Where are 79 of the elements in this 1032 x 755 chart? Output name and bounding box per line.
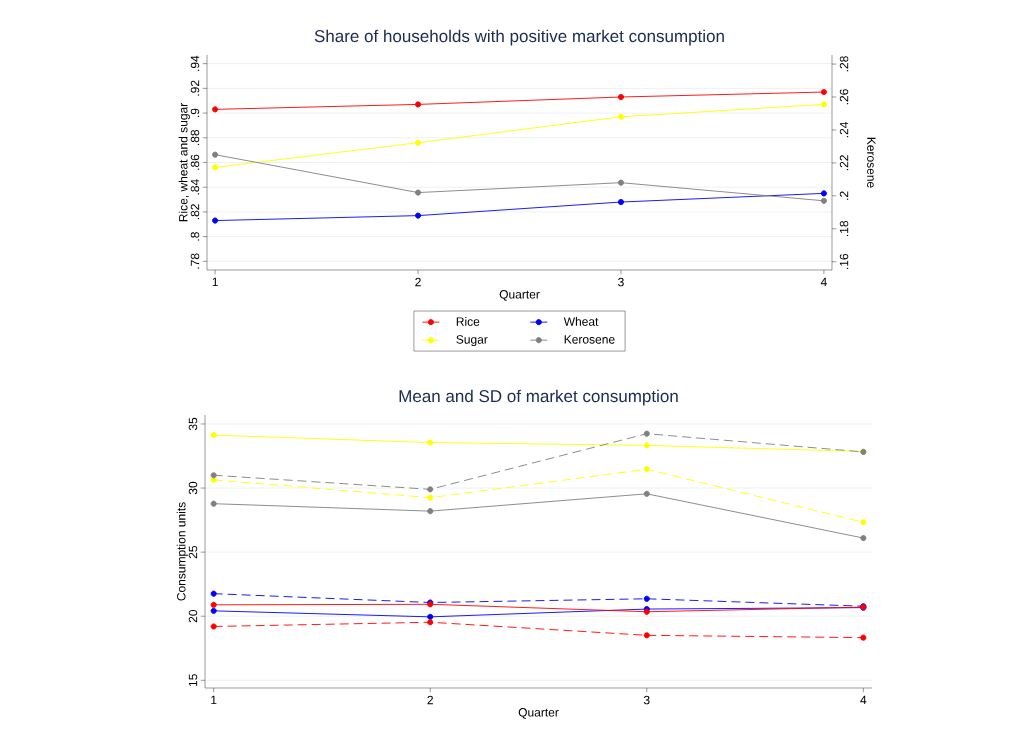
point [415,139,422,146]
y-tick-label: 30 [188,481,198,495]
y-tick-label: 15 [188,674,198,687]
y2-tick-label: .26 [839,89,849,105]
point [820,101,827,108]
point [820,89,827,96]
point [643,430,650,437]
x-tick-label: 1 [212,277,218,287]
y2-tick-label: .18 [839,220,849,237]
point [210,472,217,479]
point [427,613,434,620]
x-axis-title: Quarter [518,708,559,719]
legend-label: Rice [456,317,480,326]
x-tick-label: 1 [211,695,217,705]
y2-tick-label: .28 [839,56,849,72]
point [820,190,827,197]
y2-tick-label: .16 [839,253,849,269]
point [210,607,217,614]
point [617,179,625,186]
legend-label: Wheat [563,317,599,326]
point [820,197,827,204]
y-tick-label: .86 [190,154,200,170]
y-tick-label: 20 [188,610,198,623]
point [643,466,650,473]
y-axis-title: Consumption units [176,502,188,601]
x-tick-label: 2 [415,277,421,287]
point [643,490,650,497]
point [212,151,219,158]
point [617,198,625,206]
y2-tick-label: .22 [839,155,849,171]
y-tick-label: 25 [188,545,198,559]
x-axis-title: Quarter [499,290,540,301]
point [415,212,422,219]
point [617,93,625,101]
y-axis-title: Rice, wheat and sugar [178,103,190,222]
point [427,619,434,626]
point [643,632,650,639]
point [860,634,867,641]
x-tick-label: 3 [618,277,624,287]
y-tick-label: .9 [190,108,200,117]
point [212,106,219,113]
y-tick-label: .8 [190,232,200,241]
legend-label: Sugar [456,335,488,347]
point [427,439,434,446]
point [210,623,217,630]
point [617,113,625,120]
point [415,189,422,196]
y2-tick-label: .2 [839,191,849,200]
point [860,519,867,526]
y-tick-label: .92 [190,80,200,96]
y-tick-label: .88 [190,129,200,146]
point [212,164,219,171]
legend-label: Kerosene [564,335,615,344]
y-tick-label: .82 [190,204,200,220]
point [427,486,434,493]
point [427,508,434,515]
chart-title: Share of households with positive market consumption [314,29,724,46]
point [643,595,650,602]
y-tick-label: .84 [190,179,200,195]
point [643,442,650,449]
point [427,494,434,501]
point [210,432,217,439]
y2-tick-label: .24 [839,121,849,138]
point [210,476,217,483]
point [212,217,219,224]
y-tick-label: .94 [190,55,200,71]
y-tick-label: .78 [190,253,200,269]
y-tick-label: 35 [188,417,198,431]
chart-title: Mean and SD of market consumption [399,389,678,406]
point [860,534,867,542]
point [415,101,422,108]
point [210,601,217,608]
x-tick-label: 4 [820,277,827,287]
point [210,590,217,597]
x-tick-label: 3 [643,695,650,705]
point [210,500,217,507]
x-tick-label: 4 [860,695,867,705]
y2-axis-title: Kerosene [867,137,876,188]
x-tick-label: 2 [427,695,433,705]
